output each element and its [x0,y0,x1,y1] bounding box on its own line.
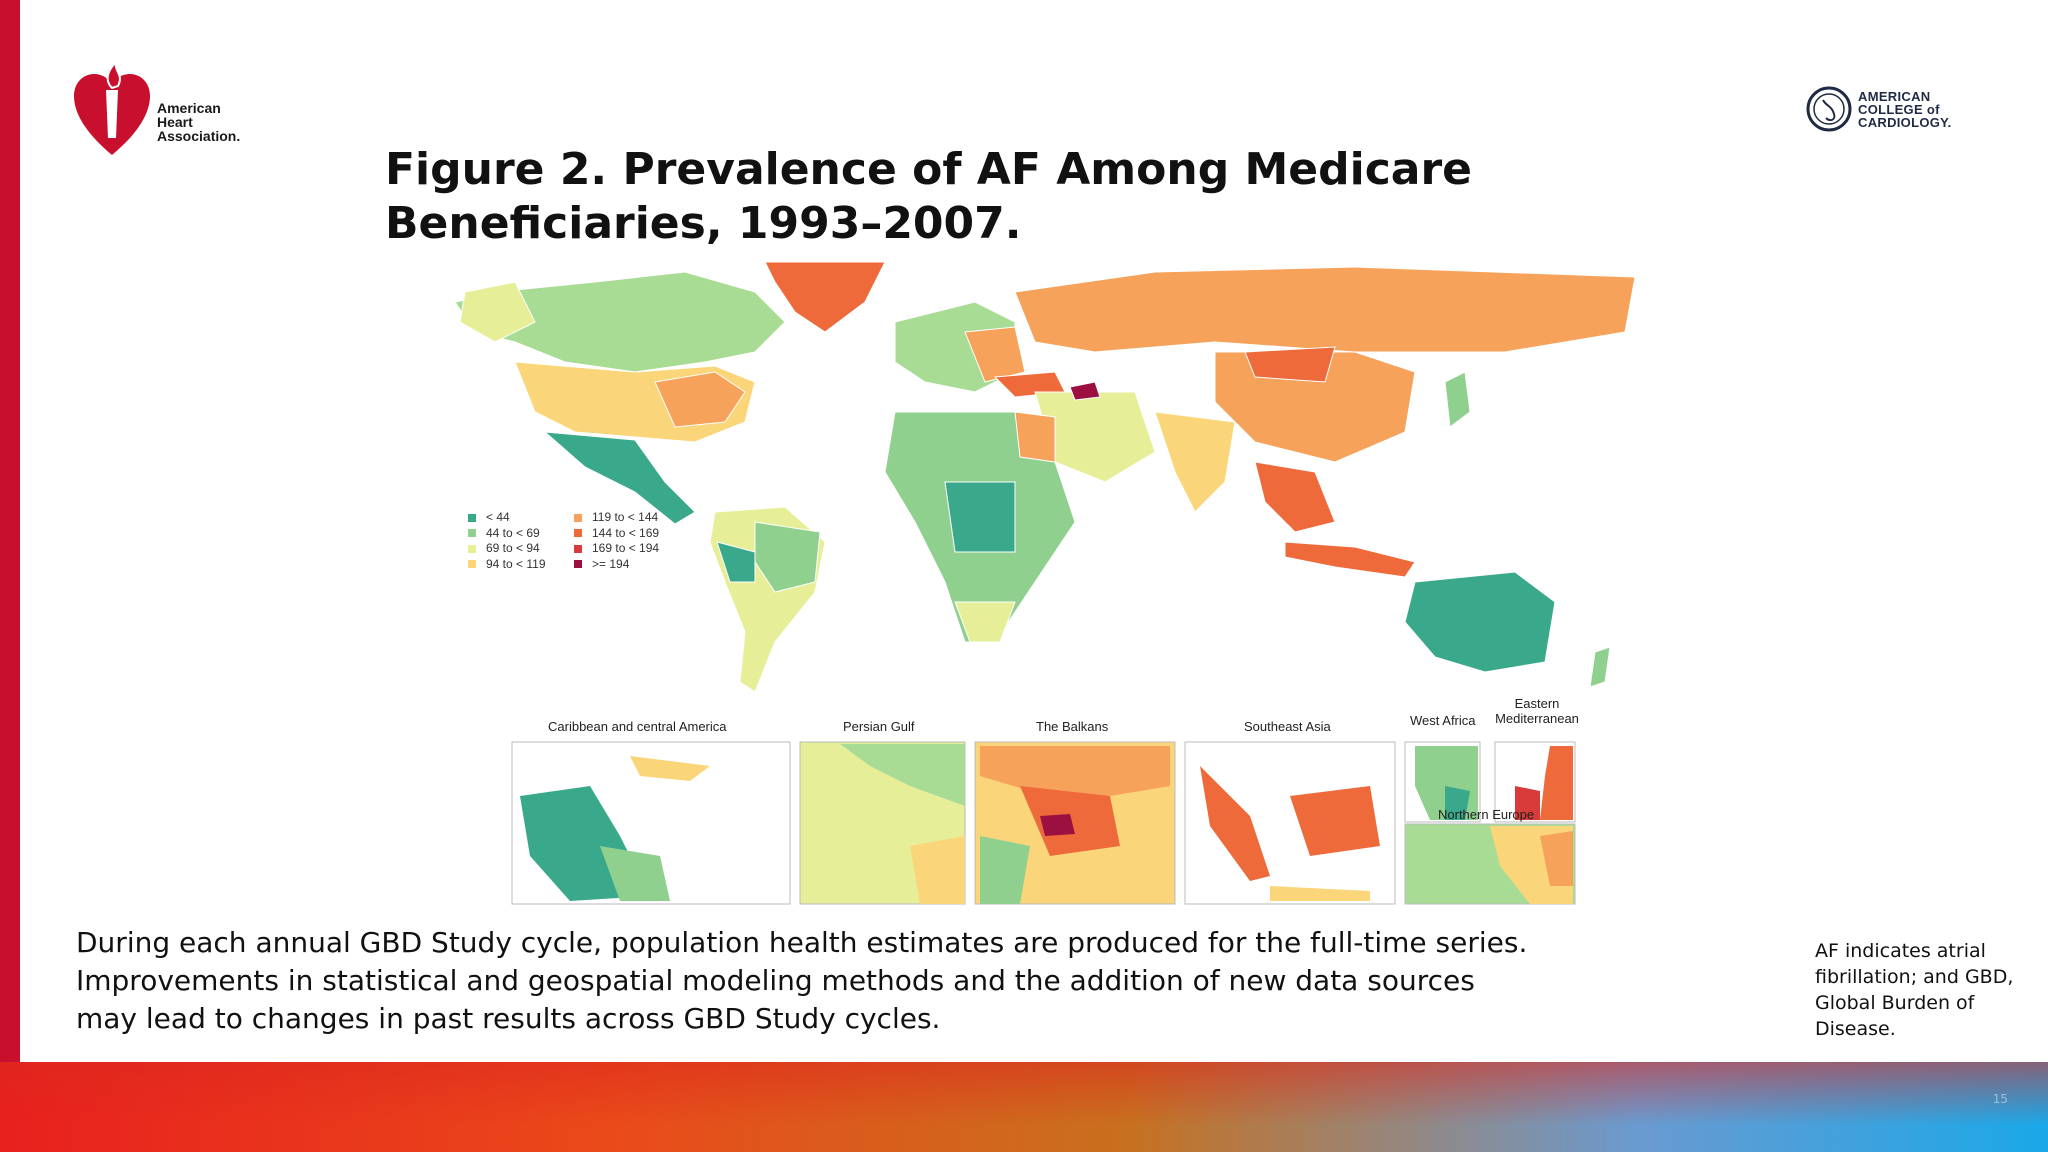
inset-maps [511,741,1576,905]
legend-label: 169 to < 194 [592,541,660,555]
map-region-russia [1014,266,1635,353]
inset-label-caribbean: Caribbean and central America [548,719,727,734]
map-region-egypt [1014,411,1056,463]
body-paragraph: During each annual GBD Study cycle, popu… [76,926,1528,1035]
legend-label: 44 to < 69 [486,525,540,540]
legend-label: < 44 [486,510,510,524]
legend-item: 119 to < 144 [574,510,658,524]
legend-label: 94 to < 119 [486,556,546,571]
slide-title: Figure 2. Prevalence of AF Among Medicar… [385,144,1473,249]
map-region-greenland [764,262,886,333]
map-region-caucasus [1069,381,1101,401]
acc-seal-logo-icon [1806,86,1852,132]
inset-label-west-africa: West Africa [1410,713,1476,728]
map-region-india [1154,411,1236,513]
legend-swatch [468,544,476,553]
legend-item: 44 to < 69 [468,526,540,540]
map-region-central-africa [944,481,1016,553]
map-region-east-europe [964,326,1026,383]
legend-label: 119 to < 144 [592,510,659,524]
acc-logo-text: AMERICAN COLLEGE of CARDIOLOGY. [1858,89,1952,130]
world-prevalence-map [455,262,1635,693]
legend-item: 69 to < 94 [468,541,540,555]
legend-label: >= 194 [592,556,630,571]
legend-swatch [468,560,476,569]
legend-swatch [574,544,582,553]
map-region-peru [716,541,756,583]
legend-swatch [468,513,476,522]
footnote: AF indicates atrial fibrillation; and GB… [1815,940,2014,1040]
legend-item: 169 to < 194 [574,541,659,555]
map-region-indonesia [1284,541,1416,578]
inset-label-southeast-asia: Southeast Asia [1244,719,1331,734]
inset-label-persian-gulf: Persian Gulf [843,719,915,734]
map-region-new-zealand [1589,646,1611,688]
map-region-australia [1404,571,1556,673]
map-region-china [1214,351,1416,463]
map-region-usa-east [654,371,746,428]
legend-swatch [468,529,476,538]
map-region-south-africa [954,601,1016,643]
map-region-alaska [459,281,536,343]
legend-label: 69 to < 94 [486,541,540,555]
legend-swatch [574,560,582,569]
legend-label: 144 to < 169 [592,525,660,540]
aha-heart-torch-logo-icon [74,60,150,155]
page-number: 15 [1992,1092,2008,1106]
legend-swatch [574,529,582,538]
map-region-mexico [543,431,696,525]
inset-label-northern-europe: Northern Europe [1438,807,1535,822]
aha-logo-text: American Heart Association. [157,100,241,144]
legend-item: 94 to < 119 [468,557,546,571]
legend-item: >= 194 [574,557,629,571]
inset-label-balkans: The Balkans [1036,719,1109,734]
map-region-canada [455,271,786,373]
left-accent-bar [0,0,20,1062]
legend-item: < 44 [468,510,510,524]
map-region-southeast-asia [1254,461,1336,533]
map-region-japan [1444,371,1471,428]
legend-swatch [574,513,582,522]
bottom-gradient-band [0,1062,2048,1152]
legend-item: 144 to < 169 [574,526,659,540]
map-region-mongolia [1244,346,1336,383]
inset-label-eastern-med: Eastern Mediterranean [1495,696,1579,726]
